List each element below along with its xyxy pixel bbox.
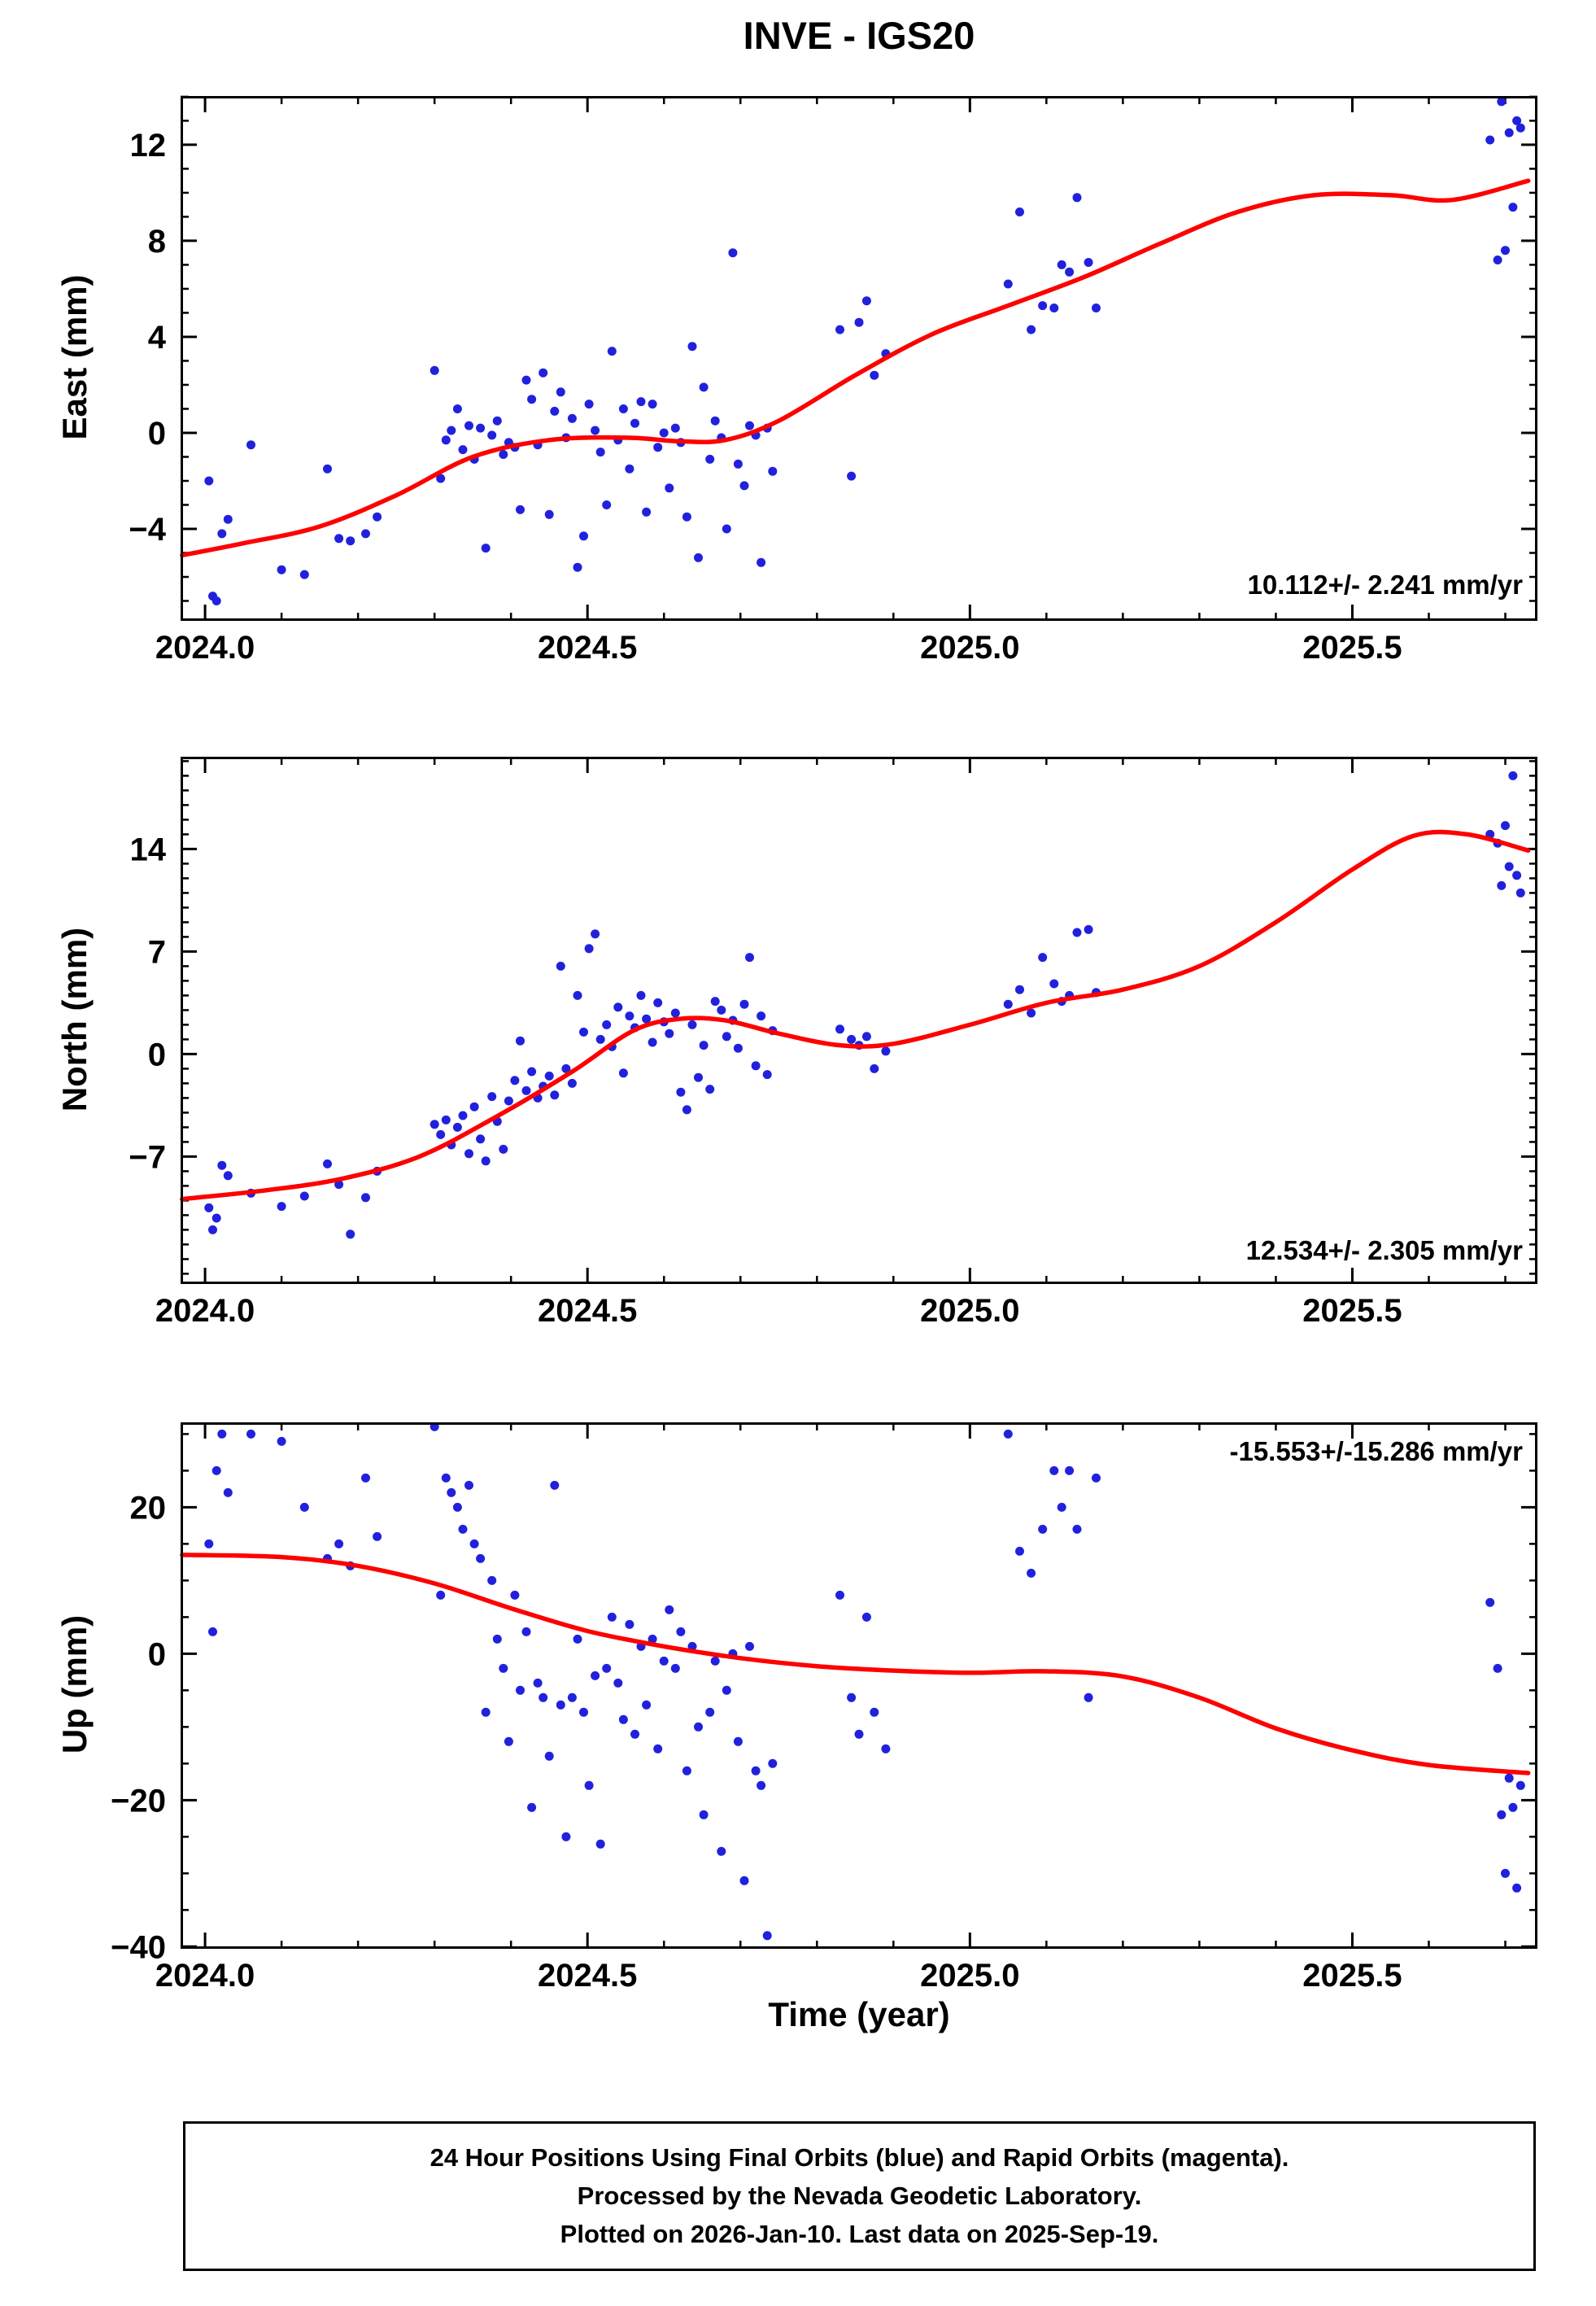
x-tick-label: 2024.0 [155,630,255,666]
y-tick-label: 4 [148,320,167,356]
y-tick-label: −40 [111,1929,166,1965]
north-rate-annotation: 12.534+/- 2.305 mm/yr [1245,1235,1523,1265]
footer-line-3: Plotted on 2026-Jan-10. Last data on 202… [560,2220,1159,2248]
data-points [204,1422,1525,1941]
axis-ticks [181,95,1537,621]
axis-ticks [181,757,1537,1284]
x-tick-label: 2024.5 [538,630,637,666]
page-title: INVE - IGS20 [743,14,975,57]
up-plot: 2024.0 2024.5 2025.0 2025.5 −40 −20 0 20 [111,1422,1537,1994]
data-points [204,97,1525,605]
y-tick-label: 14 [130,832,167,867]
x-tick-label: 2024.0 [155,1958,255,1994]
trend-line [180,178,1531,558]
x-axis-title: Time (year) [768,1995,950,2033]
y-tick-label: −7 [129,1139,166,1175]
y-tick-label: 0 [148,1636,166,1672]
north-axis-label: North (mm) [55,927,94,1112]
x-tick-label: 2025.0 [920,1958,1019,1994]
axis-ticks [181,1422,1537,1949]
footer-box: 24 Hour Positions Using Final Orbits (bl… [183,2121,1536,2271]
east-plot: 2024.0 2024.5 2025.0 2025.5 −4 0 4 8 12 [129,95,1537,666]
up-axis-label: Up (mm) [55,1614,94,1754]
x-tick-label: 2025.0 [920,1293,1019,1329]
x-tick-label: 2024.0 [155,1293,255,1329]
x-tick-label: 2025.5 [1302,630,1402,666]
plot-frame [181,96,1537,621]
data-points [204,771,1525,1239]
x-tick-label: 2025.5 [1302,1293,1402,1329]
y-tick-label: 12 [130,128,167,164]
y-tick-label: −20 [111,1783,166,1819]
y-tick-label: −4 [129,512,166,548]
y-tick-label: 8 [148,224,166,260]
plot-frame [181,1422,1537,1949]
x-tick-label: 2024.5 [538,1293,637,1329]
east-rate-annotation: 10.112+/- 2.241 mm/yr [1247,570,1523,600]
east-axis-label: East (mm) [55,274,94,440]
x-tick-label: 2025.5 [1302,1958,1402,1994]
x-tick-label: 2025.0 [920,630,1019,666]
trend-line [180,1553,1531,1775]
y-tick-label: 7 [148,934,166,970]
y-tick-label: 0 [148,416,166,452]
y-tick-label: 20 [130,1490,167,1526]
footer-line-2: Processed by the Nevada Geodetic Laborat… [577,2182,1142,2210]
x-tick-label: 2024.5 [538,1958,637,1994]
y-tick-label: 0 [148,1037,166,1072]
trend-line [180,829,1531,1202]
north-plot: 2024.0 2024.5 2025.0 2025.5 −7 0 7 14 [129,757,1537,1329]
footer-line-1: 24 Hour Positions Using Final Orbits (bl… [430,2143,1289,2172]
plot-frame [181,757,1537,1284]
up-rate-annotation: -15.553+/-15.286 mm/yr [1229,1436,1523,1466]
